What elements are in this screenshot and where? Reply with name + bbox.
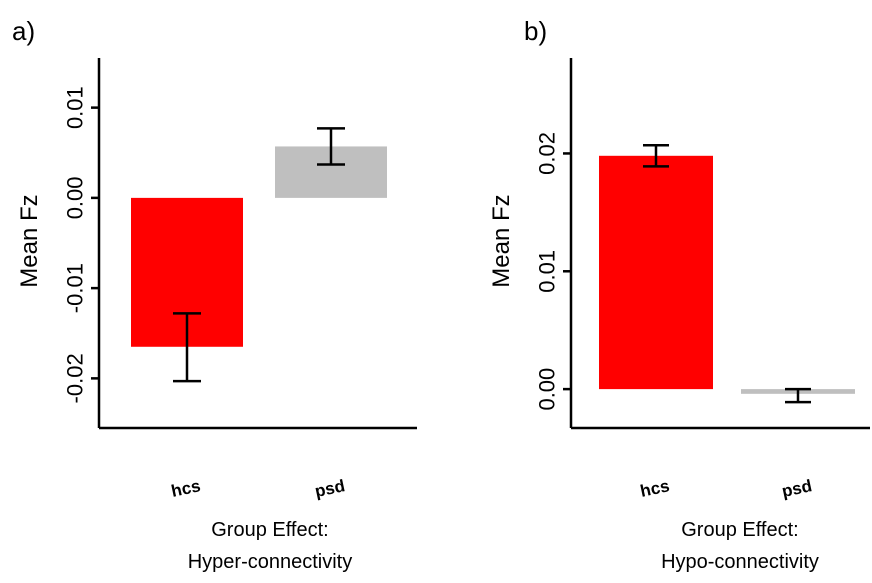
panel-a-label: a) <box>12 16 35 46</box>
panel-b-category-label-psd: psd <box>780 476 814 501</box>
panel-b-category-label-hcs: hcs <box>639 476 672 501</box>
panel-b-y-axis-label: Mean Fz <box>488 194 515 287</box>
panel-b-error-bar-psd <box>785 387 811 404</box>
panel-a-x-axis-label-line1: Group Effect: <box>211 519 328 541</box>
panel-b-y-tick-label-1: 0.01 <box>535 250 560 293</box>
panel-a-x-axis-label-line2: Hyper-connectivity <box>188 551 353 573</box>
panel-a-y-tick-label-2: 0.00 <box>63 176 88 219</box>
panel-a: a) -0.02 -0.01 0.00 0.01 hcs psd Mean Fz Gro… <box>12 16 417 573</box>
panel-a-error-bar-psd <box>317 127 345 166</box>
panel-b-y-tick-label-2: 0.02 <box>535 132 560 175</box>
panel-a-category-label-hcs: hcs <box>170 476 203 501</box>
panel-b-x-axis-label-line2: Hypo-connectivity <box>661 551 819 573</box>
panel-b: b) 0.00 0.01 0.02 hcs psd Mean Fz Group Eff… <box>488 16 870 573</box>
panel-b-error-bar-hcs <box>643 143 669 168</box>
panel-b-x-axis-label-line1: Group Effect: <box>681 519 798 541</box>
panel-a-error-bar-hcs <box>173 312 201 383</box>
panel-a-y-tick-label-3: 0.01 <box>63 86 88 129</box>
panel-a-y-tick-label-0: -0.02 <box>63 353 88 403</box>
panel-a-y-axis-label: Mean Fz <box>16 194 43 287</box>
panel-b-bar-hcs <box>599 155 713 390</box>
panel-b-label: b) <box>524 16 547 46</box>
panel-a-y-tick-label-1: -0.01 <box>63 263 88 313</box>
panel-b-y-tick-label-0: 0.00 <box>535 368 560 411</box>
panel-a-category-label-psd: psd <box>313 476 347 501</box>
